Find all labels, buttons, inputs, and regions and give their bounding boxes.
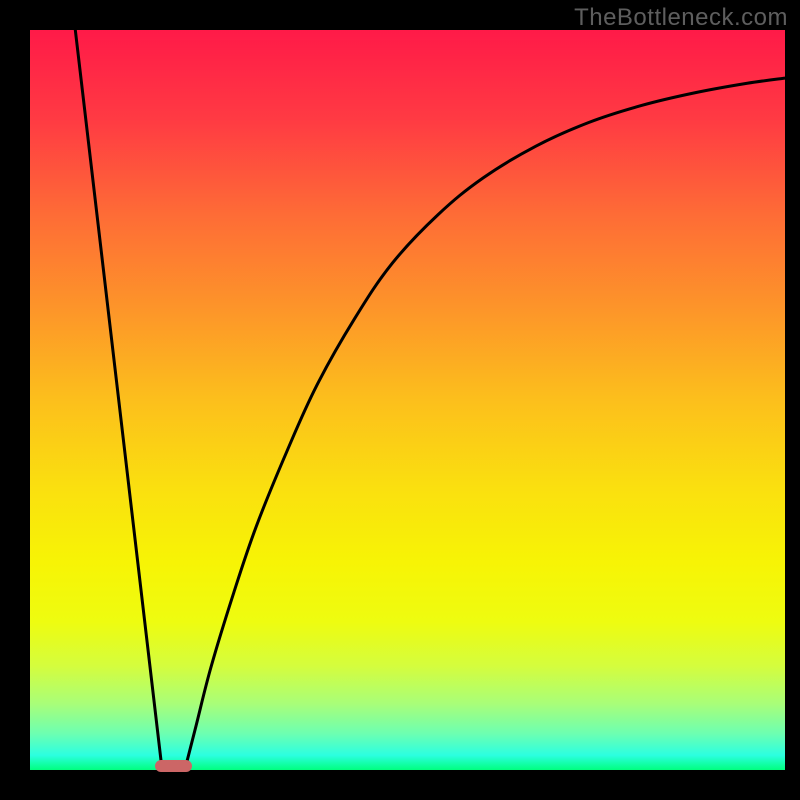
curve-layer <box>30 30 785 770</box>
minimum-marker <box>155 760 193 772</box>
right-branch <box>185 78 785 770</box>
plot-area <box>30 30 785 770</box>
left-branch <box>75 30 162 770</box>
watermark-text: TheBottleneck.com <box>574 4 788 32</box>
chart-container: TheBottleneck.com <box>0 0 800 800</box>
